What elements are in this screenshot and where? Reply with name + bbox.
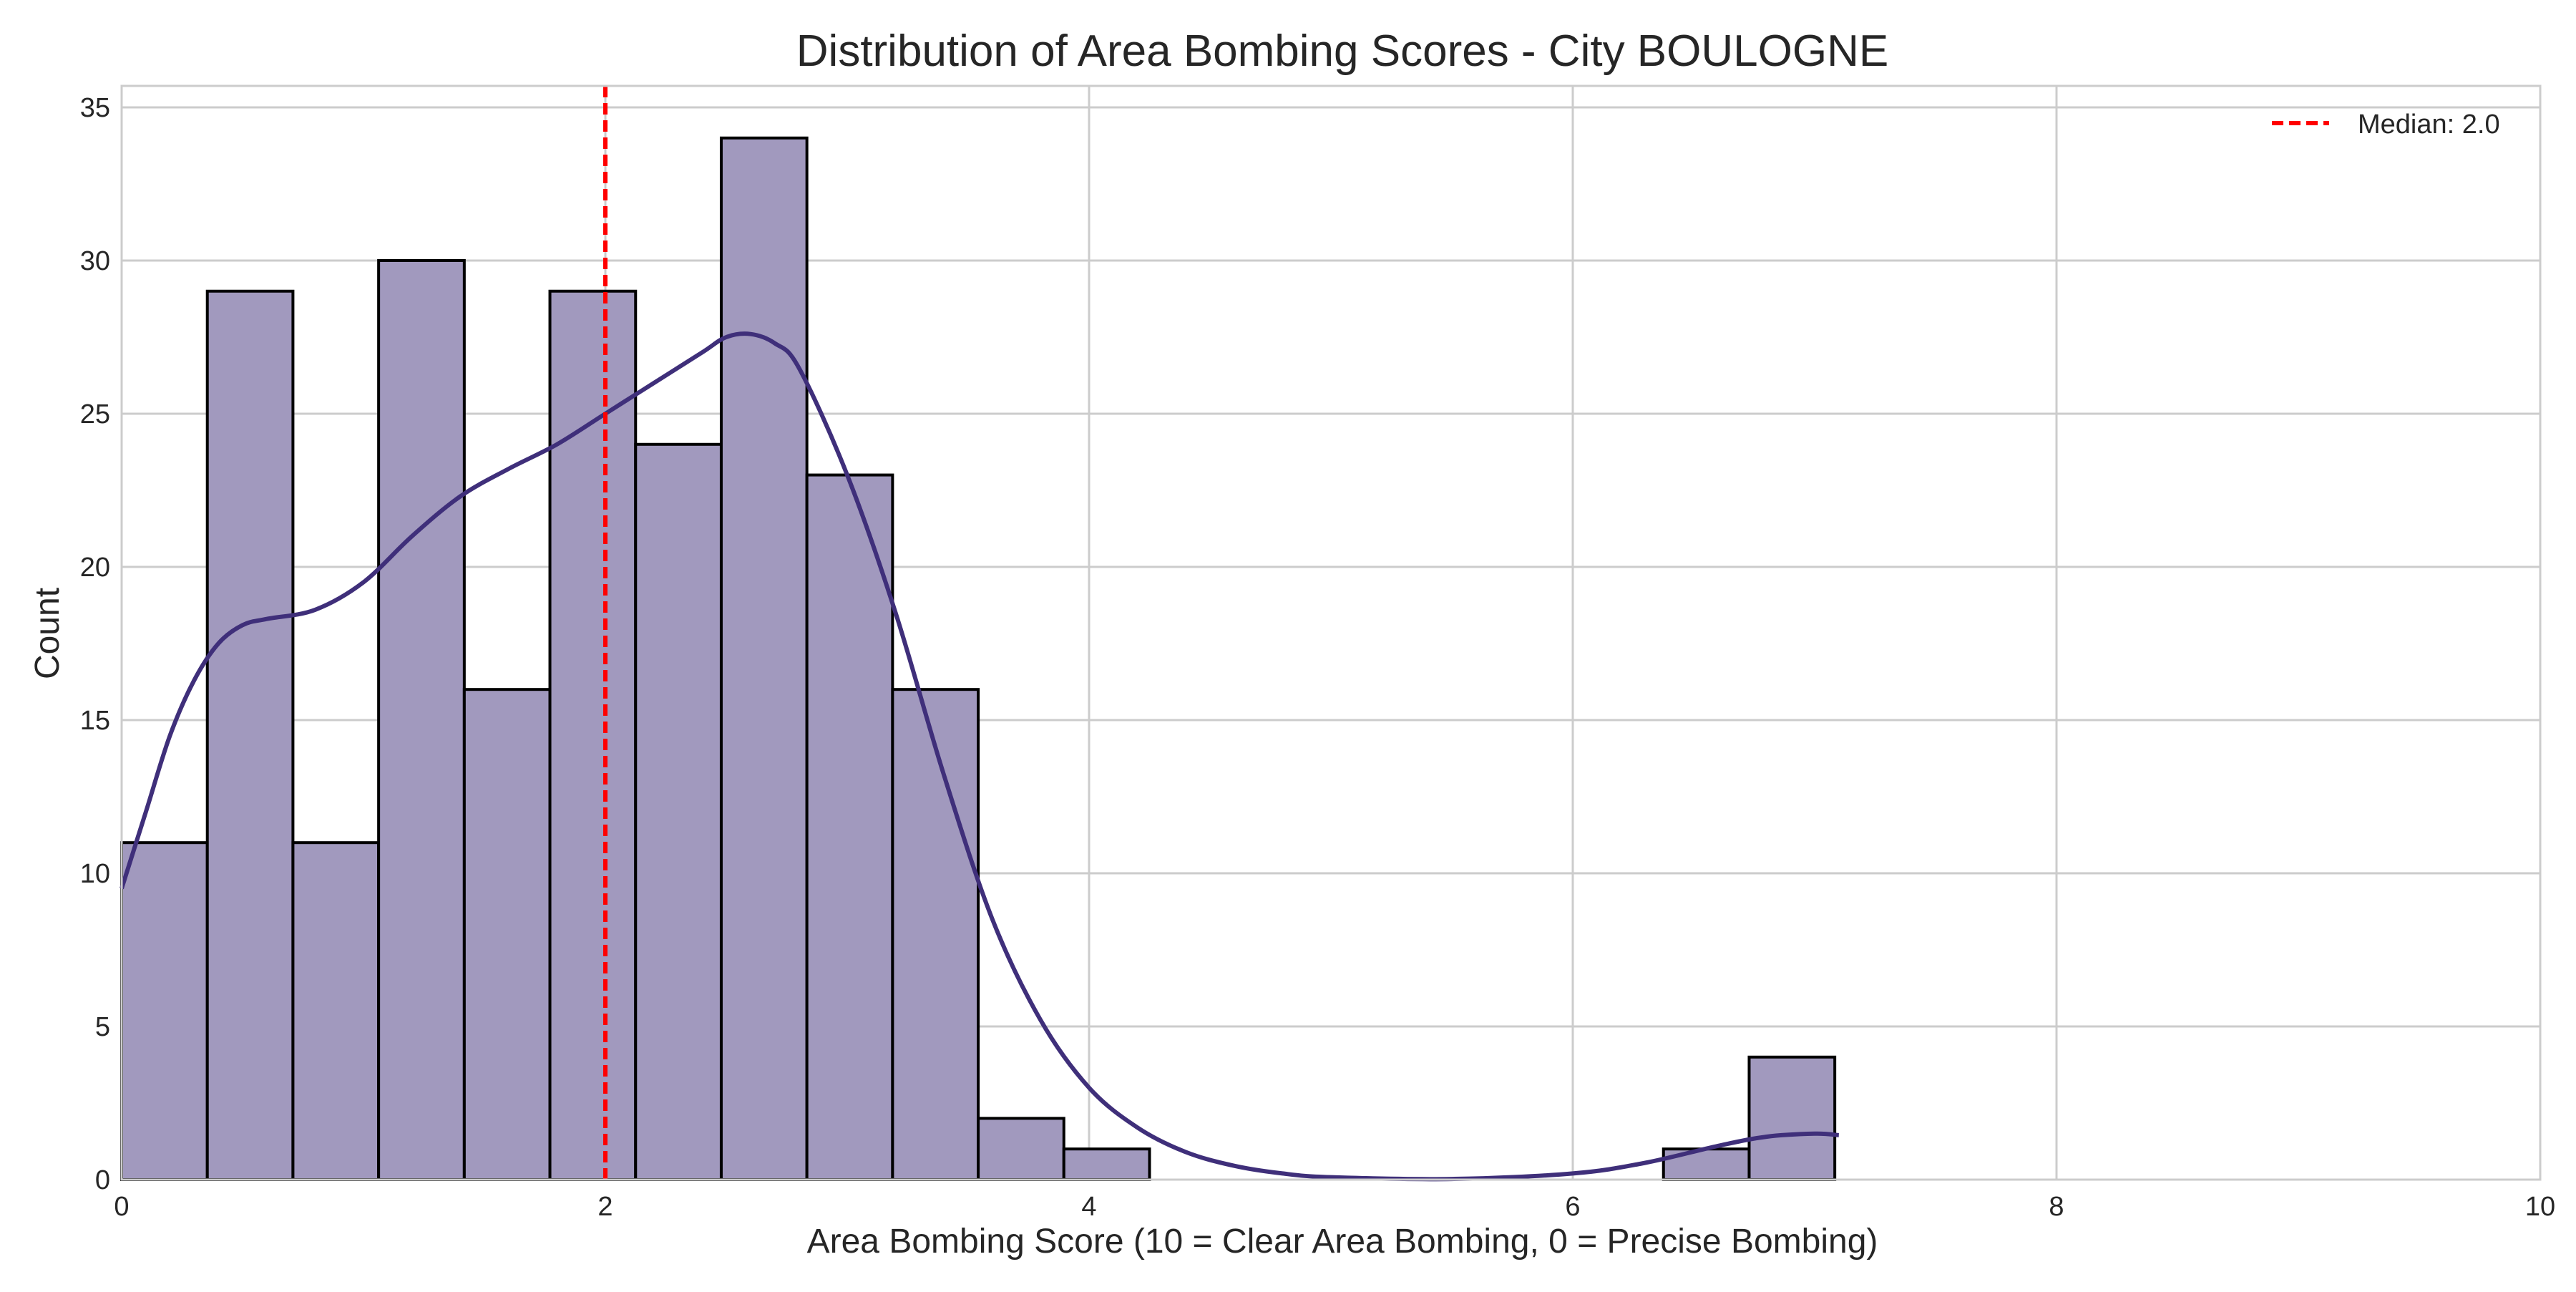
histogram-bar bbox=[205, 289, 295, 1182]
histogram-bar bbox=[548, 289, 638, 1182]
y-tick-label: 10 bbox=[80, 859, 110, 889]
y-tick-label: 35 bbox=[80, 93, 110, 123]
histogram-bar bbox=[805, 473, 894, 1181]
x-axis-label: Area Bombing Score (10 = Clear Area Bomb… bbox=[807, 1223, 1878, 1261]
x-tick-label: 6 bbox=[1565, 1192, 1580, 1222]
y-tick-label: 5 bbox=[95, 1012, 110, 1042]
histogram-bar bbox=[1062, 1147, 1151, 1181]
y-tick-label: 30 bbox=[80, 246, 110, 276]
y-tick-label: 15 bbox=[80, 706, 110, 736]
histogram-bar bbox=[1662, 1147, 1751, 1181]
histogram-bar bbox=[634, 442, 723, 1182]
histogram-bar bbox=[377, 258, 466, 1181]
histogram-bar bbox=[891, 688, 980, 1181]
tick-labels: 0 2 4 6 8 10 0 5 10 15 20 25 30 35 bbox=[80, 93, 2555, 1222]
y-tick-label: 0 bbox=[95, 1165, 110, 1195]
legend: Median: 2.0 bbox=[2272, 110, 2500, 140]
histogram-bars bbox=[120, 136, 1837, 1182]
histogram-bar bbox=[1747, 1055, 1837, 1182]
histogram-bar bbox=[291, 841, 381, 1181]
x-tick-label: 0 bbox=[114, 1192, 129, 1222]
x-tick-label: 4 bbox=[1081, 1192, 1096, 1222]
y-tick-label: 25 bbox=[80, 399, 110, 429]
x-tick-label: 2 bbox=[597, 1192, 613, 1222]
legend-median-label: Median: 2.0 bbox=[2358, 110, 2500, 140]
chart-title: Distribution of Area Bombing Scores - Ci… bbox=[796, 26, 1888, 76]
histogram-bar bbox=[120, 841, 209, 1181]
x-tick-label: 10 bbox=[2525, 1192, 2555, 1222]
plot-frame bbox=[120, 84, 2542, 1181]
y-tick-label: 20 bbox=[80, 553, 110, 583]
plot-border bbox=[120, 84, 2542, 1181]
histogram-bar bbox=[462, 688, 552, 1181]
x-tick-label: 8 bbox=[2049, 1192, 2064, 1222]
y-axis-label: Count bbox=[29, 588, 67, 679]
histogram-bar bbox=[719, 136, 809, 1181]
histogram-bar bbox=[977, 1117, 1065, 1181]
